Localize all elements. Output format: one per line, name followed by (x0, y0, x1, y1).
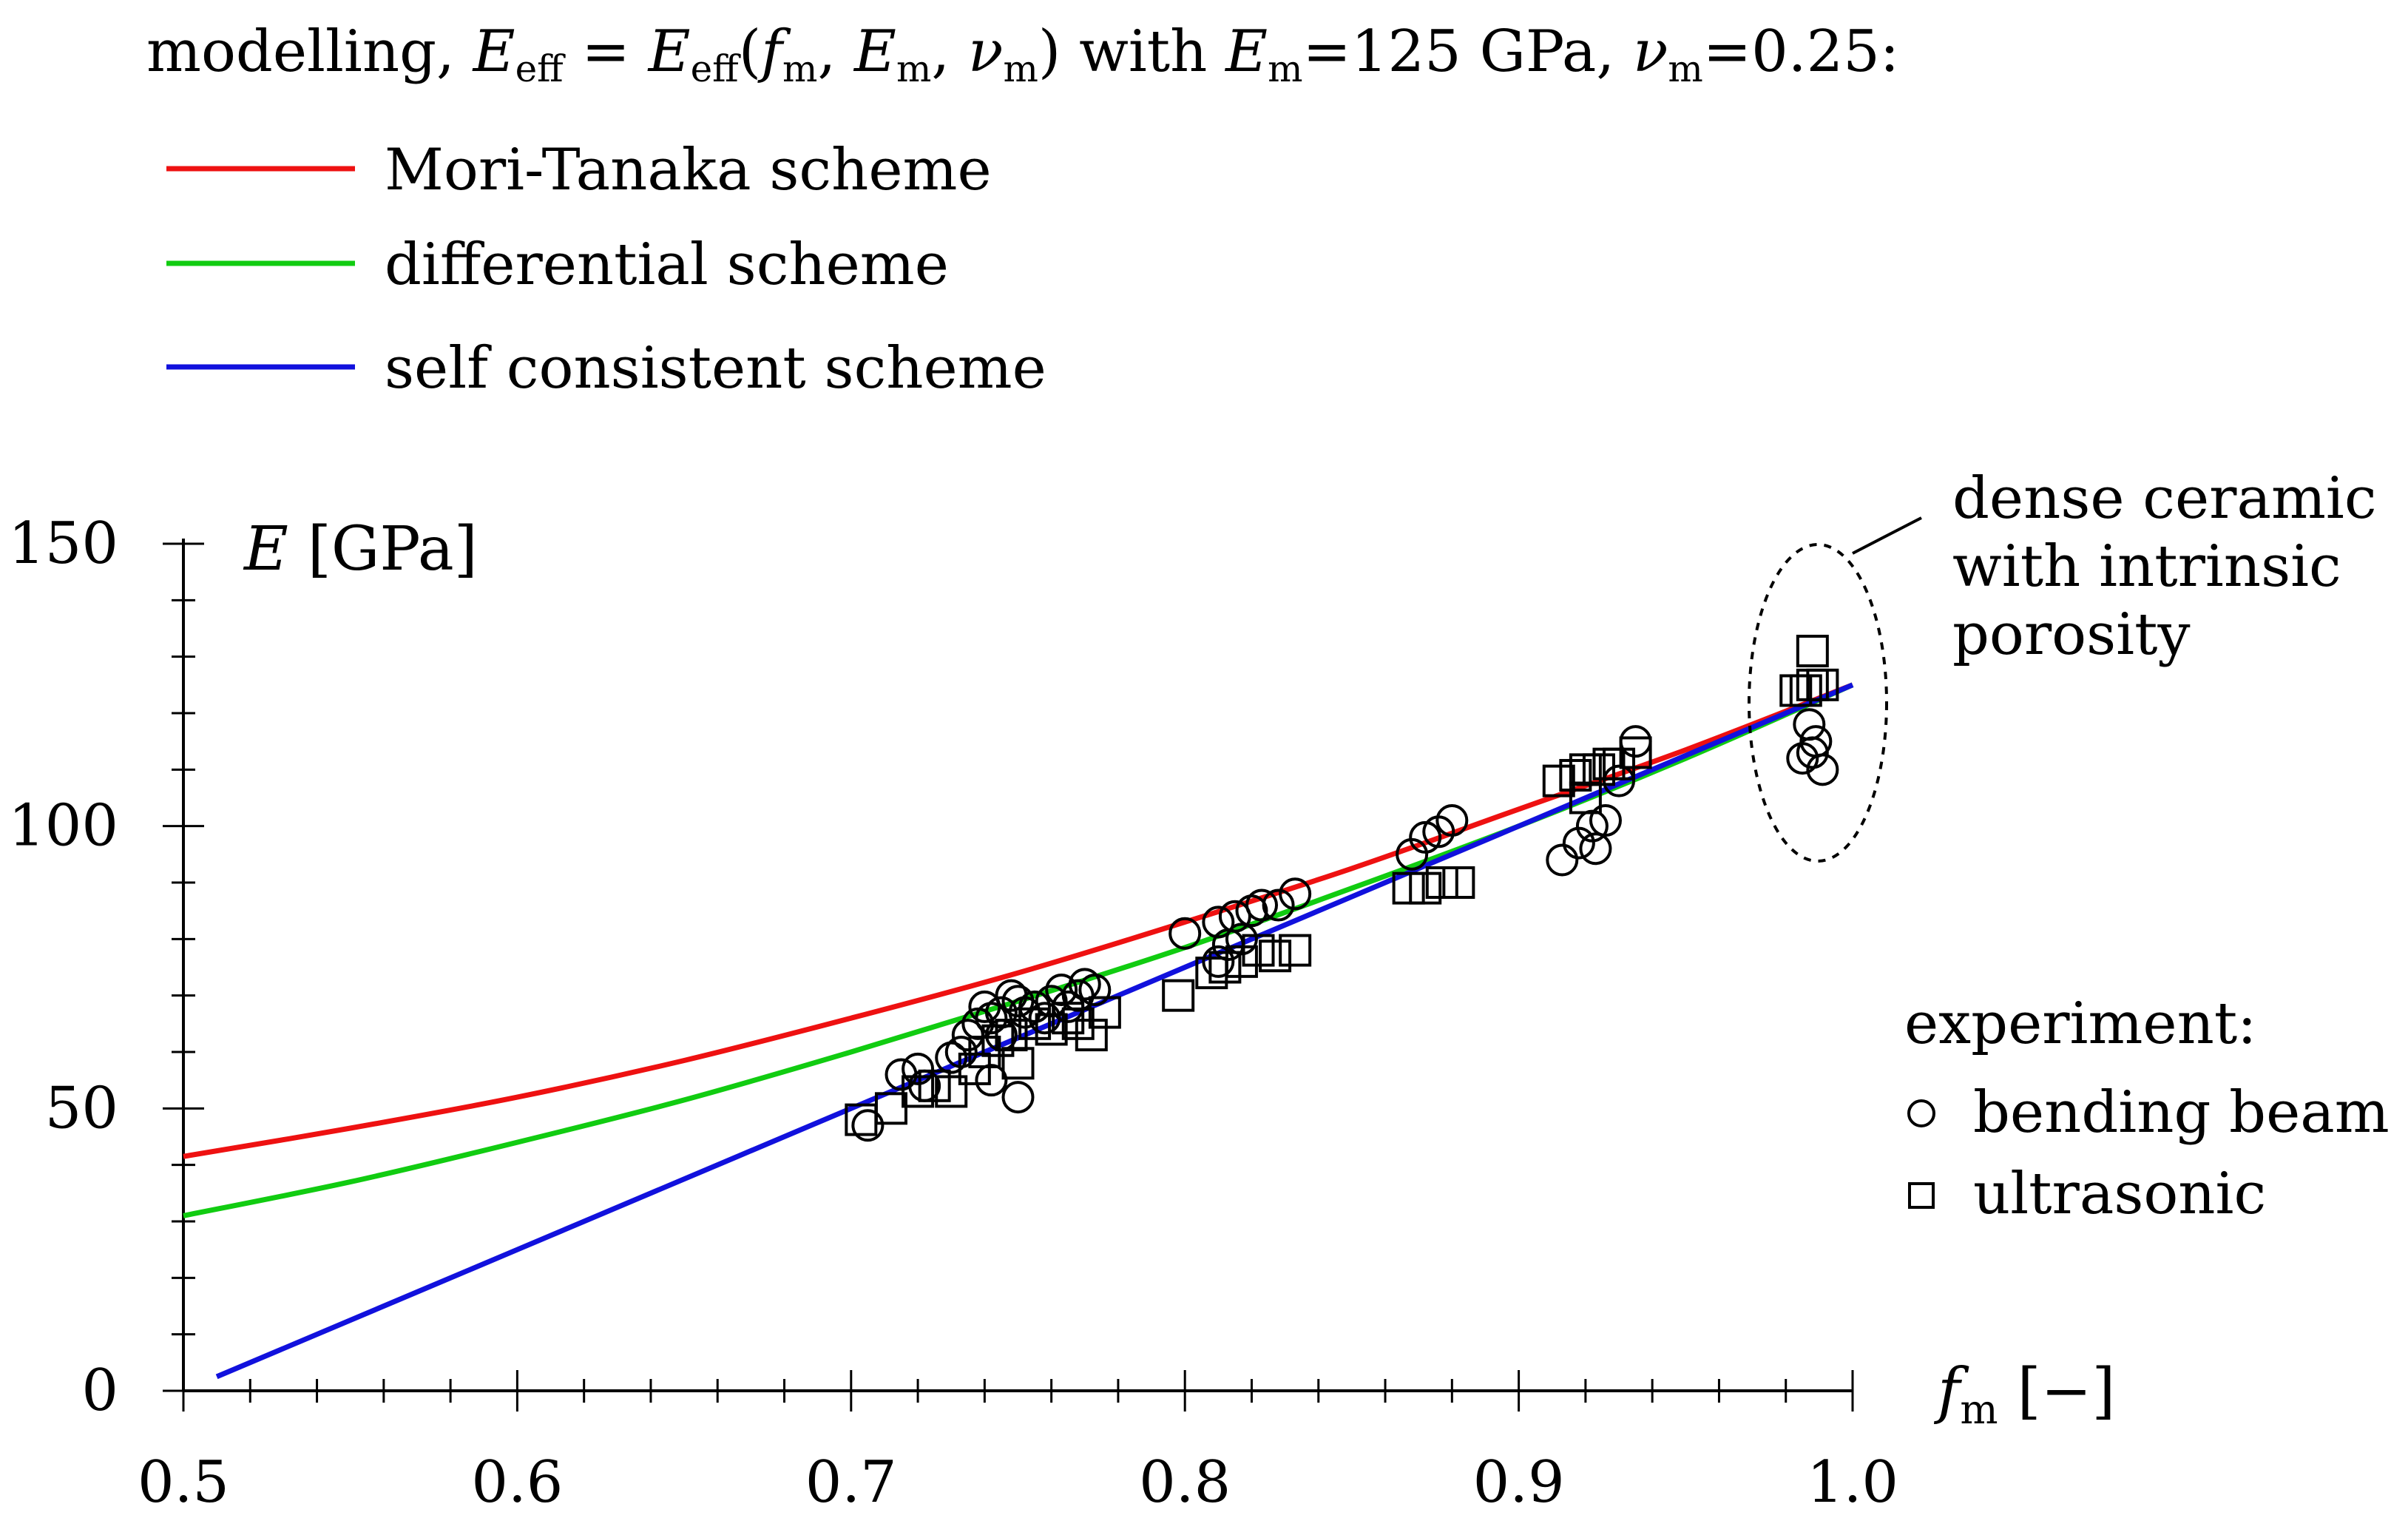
legend-label-differential: differential scheme (385, 232, 949, 298)
bending-beam-point (1435, 804, 1469, 837)
ultrasonic-point (1789, 674, 1822, 707)
ultrasonic-point (1225, 945, 1258, 978)
x-tick-label: 0.8 (1139, 1449, 1231, 1516)
ultrasonic-point (1208, 951, 1242, 984)
ultrasonic-point (1796, 635, 1829, 668)
ultrasonic-point (1569, 781, 1602, 815)
bending-beam-point (1589, 804, 1622, 837)
bending-beam-point (1169, 917, 1202, 950)
y-tick-label: 100 (8, 793, 118, 860)
x-tick-label: 0.6 (471, 1449, 563, 1516)
ultrasonic-point (1162, 979, 1195, 1012)
bending-beam-point (1202, 945, 1235, 978)
bending-beam-point (1245, 888, 1279, 922)
bending-beam-point (1279, 877, 1312, 911)
legend-label-bending-beam: bending beam (1973, 1079, 2390, 1146)
annotation-line-2: with intrinsic (1952, 533, 2341, 600)
experiment-markers (845, 635, 1839, 1142)
x-tick-label: 0.5 (138, 1449, 229, 1516)
ultrasonic-point (1559, 758, 1592, 792)
ultrasonic-point (1603, 747, 1636, 780)
bending-beam-point (1806, 753, 1839, 786)
x-tick-label: 1.0 (1807, 1449, 1898, 1516)
bending-beam-point (1579, 832, 1612, 866)
x-tick-label: 0.7 (805, 1449, 897, 1516)
model-header: modelling, Eeff = Eeff(fm, Em, νm) with … (146, 18, 1899, 90)
differential-curve (183, 682, 1854, 1218)
legend-marker-bending-beam (1907, 1099, 1935, 1127)
ultrasonic-point (1088, 996, 1121, 1029)
bending-beam-point (1001, 1081, 1035, 1114)
bending-beam-point (975, 1064, 1008, 1097)
ultrasonic-point (1052, 1002, 1085, 1035)
ultrasonic-point (1242, 934, 1275, 967)
bending-beam-point (1202, 905, 1235, 939)
y-axis-label: E [GPa] (243, 514, 478, 584)
ultrasonic-point (1001, 1047, 1035, 1080)
bending-beam-point (1546, 843, 1579, 877)
ultrasonic-point (935, 1075, 968, 1108)
ultrasonic-point (1542, 764, 1575, 797)
bending-beam-point (1619, 725, 1652, 758)
ultrasonic-point (1392, 871, 1425, 905)
bending-beam-point (1262, 888, 1295, 922)
legend: Mori-Tanaka scheme differential scheme s… (166, 137, 1046, 402)
ultrasonic-point (1018, 1007, 1052, 1040)
annotation-line-1: dense ceramic (1952, 465, 2377, 532)
bending-beam-point (851, 1109, 885, 1142)
ultrasonic-point (918, 1069, 951, 1102)
bending-beam-point (1018, 990, 1052, 1023)
ultrasonic-point (1279, 934, 1312, 967)
experiment-legend: experiment: bending beam ultrasonic (1904, 991, 2390, 1227)
x-axis-label: fm [−] (1933, 1356, 2115, 1433)
bending-beam-point (1793, 708, 1826, 741)
annotation-line-3: porosity (1952, 601, 2191, 668)
bending-beam-point (1603, 764, 1636, 797)
ultrasonic-point (1619, 736, 1652, 769)
ultrasonic-point (1035, 1013, 1068, 1046)
ticks: 0.5 0.6 0.7 0.8 0.9 1.0 0 50 100 150 (8, 510, 1898, 1516)
model-curves (183, 682, 1854, 1380)
annotation: dense ceramic with intrinsic porosity (1748, 465, 2377, 863)
annotation-ellipse (1748, 543, 1888, 863)
y-tick-label: 0 (81, 1358, 118, 1424)
legend-label-self-consistent: self consistent scheme (385, 335, 1046, 402)
header-label: modelling, (146, 18, 473, 85)
ultrasonic-point (1806, 668, 1839, 701)
ultrasonic-point (902, 1075, 935, 1108)
legend-label-mori-tanaka: Mori-Tanaka scheme (385, 137, 992, 203)
bending-beam-point (1796, 736, 1829, 769)
bending-beam-point (1225, 923, 1258, 956)
ultrasonic-point (958, 1052, 991, 1085)
ultrasonic-point (1442, 866, 1475, 899)
annotation-leader (1852, 516, 1922, 555)
ultrasonic-point (1409, 871, 1442, 905)
y-tick-label: 150 (8, 510, 118, 577)
ultrasonic-point (1425, 866, 1458, 899)
bending-beam-point (902, 1052, 935, 1085)
experiment-title: experiment: (1904, 991, 2256, 1057)
ultrasonic-point (874, 1092, 907, 1125)
legend-marker-ultrasonic (1908, 1182, 1935, 1209)
ultrasonic-point (1259, 940, 1292, 973)
x-tick-label: 0.9 (1473, 1449, 1565, 1516)
bending-beam-point (1078, 974, 1112, 1007)
axes: 0.5 0.6 0.7 0.8 0.9 1.0 0 50 100 150 (8, 510, 1898, 1516)
legend-label-ultrasonic: ultrasonic (1973, 1161, 2266, 1227)
y-tick-label: 50 (45, 1075, 118, 1141)
